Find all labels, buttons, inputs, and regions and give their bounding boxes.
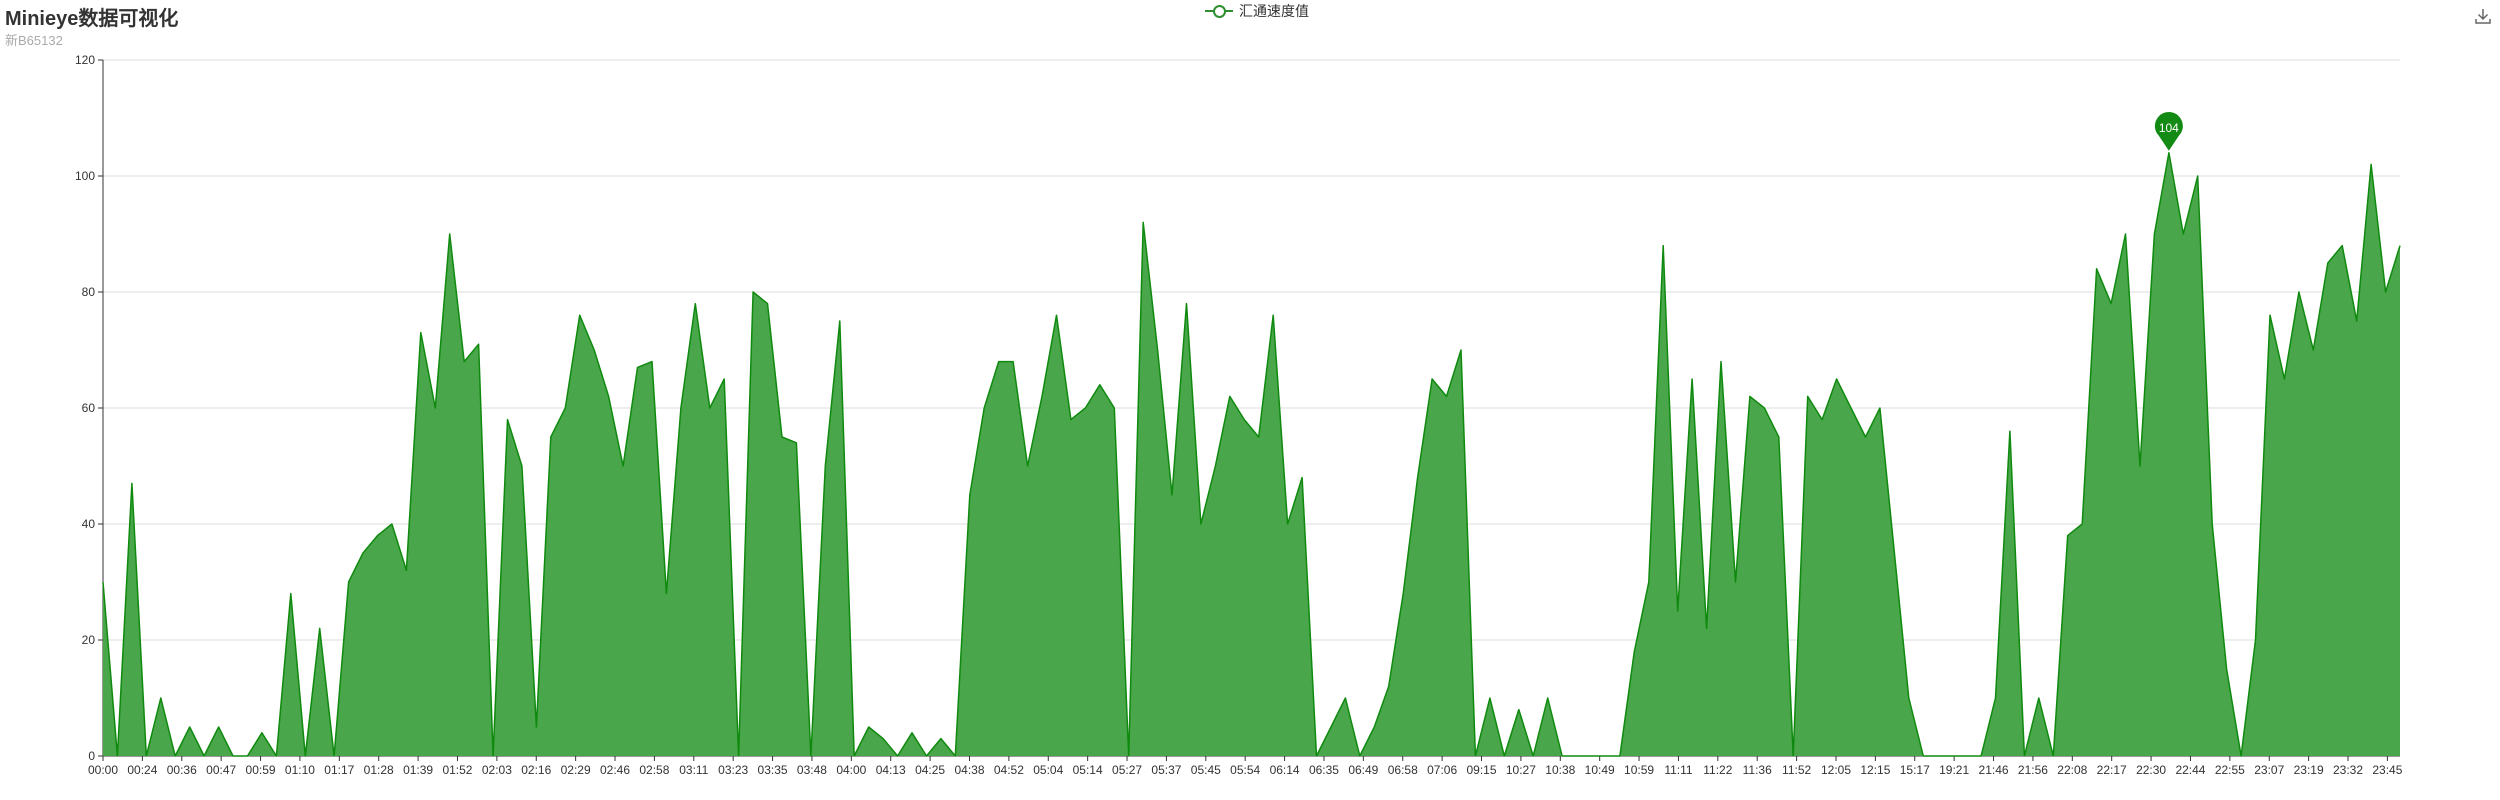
x-tick-label: 07:06 xyxy=(1427,763,1457,777)
y-tick-label: 20 xyxy=(82,633,96,647)
x-tick-label: 22:55 xyxy=(2215,763,2245,777)
x-tick-label: 06:14 xyxy=(1270,763,1300,777)
x-tick-label: 22:44 xyxy=(2175,763,2205,777)
x-tick-label: 23:45 xyxy=(2372,763,2402,777)
x-tick-label: 06:58 xyxy=(1388,763,1418,777)
y-tick-label: 0 xyxy=(88,749,95,763)
x-tick-label: 02:16 xyxy=(521,763,551,777)
x-tick-label: 04:25 xyxy=(915,763,945,777)
x-tick-label: 00:00 xyxy=(88,763,118,777)
x-tick-label: 04:00 xyxy=(836,763,866,777)
x-tick-label: 04:13 xyxy=(876,763,906,777)
x-tick-label: 05:45 xyxy=(1191,763,1221,777)
x-tick-label: 00:36 xyxy=(167,763,197,777)
x-tick-label: 03:35 xyxy=(758,763,788,777)
x-tick-label: 10:59 xyxy=(1624,763,1654,777)
x-tick-label: 03:11 xyxy=(679,763,708,777)
series-area xyxy=(103,153,2400,756)
x-tick-label: 05:14 xyxy=(1073,763,1103,777)
x-tick-label: 04:52 xyxy=(994,763,1024,777)
x-tick-label: 10:38 xyxy=(1545,763,1575,777)
x-tick-label: 02:29 xyxy=(561,763,591,777)
x-tick-label: 01:17 xyxy=(324,763,354,777)
max-marker-label: 104 xyxy=(2159,121,2179,135)
x-tick-label: 00:47 xyxy=(206,763,236,777)
x-tick-label: 02:03 xyxy=(482,763,512,777)
x-tick-label: 12:15 xyxy=(1860,763,1890,777)
x-tick-label: 01:39 xyxy=(403,763,433,777)
x-tick-label: 21:56 xyxy=(2018,763,2048,777)
x-tick-label: 04:38 xyxy=(954,763,984,777)
x-tick-label: 01:52 xyxy=(442,763,472,777)
y-tick-label: 40 xyxy=(82,517,96,531)
y-tick-label: 60 xyxy=(82,401,96,415)
y-tick-label: 80 xyxy=(82,285,96,299)
x-tick-label: 10:49 xyxy=(1585,763,1615,777)
x-tick-label: 01:10 xyxy=(285,763,315,777)
x-tick-label: 06:35 xyxy=(1309,763,1339,777)
x-tick-label: 11:36 xyxy=(1743,763,1772,777)
x-tick-label: 00:59 xyxy=(246,763,276,777)
x-tick-label: 02:46 xyxy=(600,763,630,777)
x-tick-label: 15:17 xyxy=(1900,763,1930,777)
x-tick-label: 21:46 xyxy=(1979,763,2009,777)
x-tick-label: 19:21 xyxy=(1939,763,1969,777)
x-tick-label: 23:32 xyxy=(2333,763,2363,777)
x-tick-label: 22:08 xyxy=(2057,763,2087,777)
x-tick-label: 23:19 xyxy=(2294,763,2324,777)
x-tick-label: 11:22 xyxy=(1703,763,1732,777)
x-tick-label: 05:54 xyxy=(1230,763,1260,777)
x-tick-label: 03:48 xyxy=(797,763,827,777)
x-tick-label: 05:27 xyxy=(1112,763,1142,777)
x-tick-label: 03:23 xyxy=(718,763,748,777)
x-tick-label: 11:11 xyxy=(1664,763,1693,777)
x-tick-label: 01:28 xyxy=(364,763,394,777)
x-tick-label: 05:04 xyxy=(1033,763,1063,777)
x-tick-label: 12:05 xyxy=(1821,763,1851,777)
x-tick-label: 06:49 xyxy=(1348,763,1378,777)
x-tick-label: 05:37 xyxy=(1151,763,1181,777)
x-tick-label: 22:17 xyxy=(2097,763,2127,777)
x-tick-label: 00:24 xyxy=(127,763,157,777)
x-tick-label: 09:15 xyxy=(1466,763,1496,777)
x-tick-label: 02:58 xyxy=(639,763,669,777)
x-tick-label: 11:52 xyxy=(1782,763,1811,777)
x-tick-label: 22:30 xyxy=(2136,763,2166,777)
x-tick-label: 23:07 xyxy=(2254,763,2284,777)
y-tick-label: 120 xyxy=(75,53,95,67)
x-tick-label: 10:27 xyxy=(1506,763,1536,777)
y-tick-label: 100 xyxy=(75,169,95,183)
